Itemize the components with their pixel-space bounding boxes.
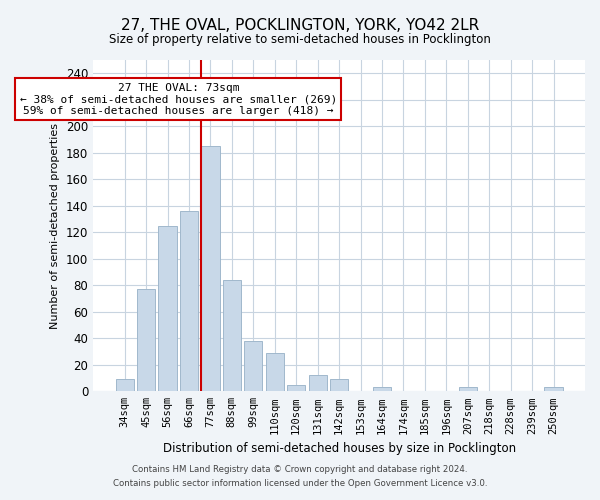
Bar (116, 380, 134, 392)
Text: 27, THE OVAL, POCKLINGTON, YORK, YO42 2LR: 27, THE OVAL, POCKLINGTON, YORK, YO42 2L… (121, 18, 479, 32)
X-axis label: Distribution of semi-detached houses by size in Pocklington: Distribution of semi-detached houses by … (163, 442, 515, 455)
Bar (458, 388, 477, 392)
Y-axis label: Number of semi-detached properties: Number of semi-detached properties (50, 122, 61, 328)
Bar (137, 290, 155, 392)
Bar (180, 211, 198, 392)
Bar (202, 146, 220, 392)
Bar (308, 376, 327, 392)
Text: Contains HM Land Registry data © Crown copyright and database right 2024.
Contai: Contains HM Land Registry data © Crown c… (113, 466, 487, 487)
Bar (158, 226, 176, 392)
Bar (244, 341, 262, 392)
Bar (544, 388, 563, 392)
Bar (223, 280, 241, 392)
Bar (287, 384, 305, 392)
Bar (330, 380, 348, 392)
Text: 27 THE OVAL: 73sqm
← 38% of semi-detached houses are smaller (269)
59% of semi-d: 27 THE OVAL: 73sqm ← 38% of semi-detache… (20, 82, 337, 116)
Bar (266, 353, 284, 392)
Bar (373, 388, 391, 392)
Text: Size of property relative to semi-detached houses in Pocklington: Size of property relative to semi-detach… (109, 32, 491, 46)
